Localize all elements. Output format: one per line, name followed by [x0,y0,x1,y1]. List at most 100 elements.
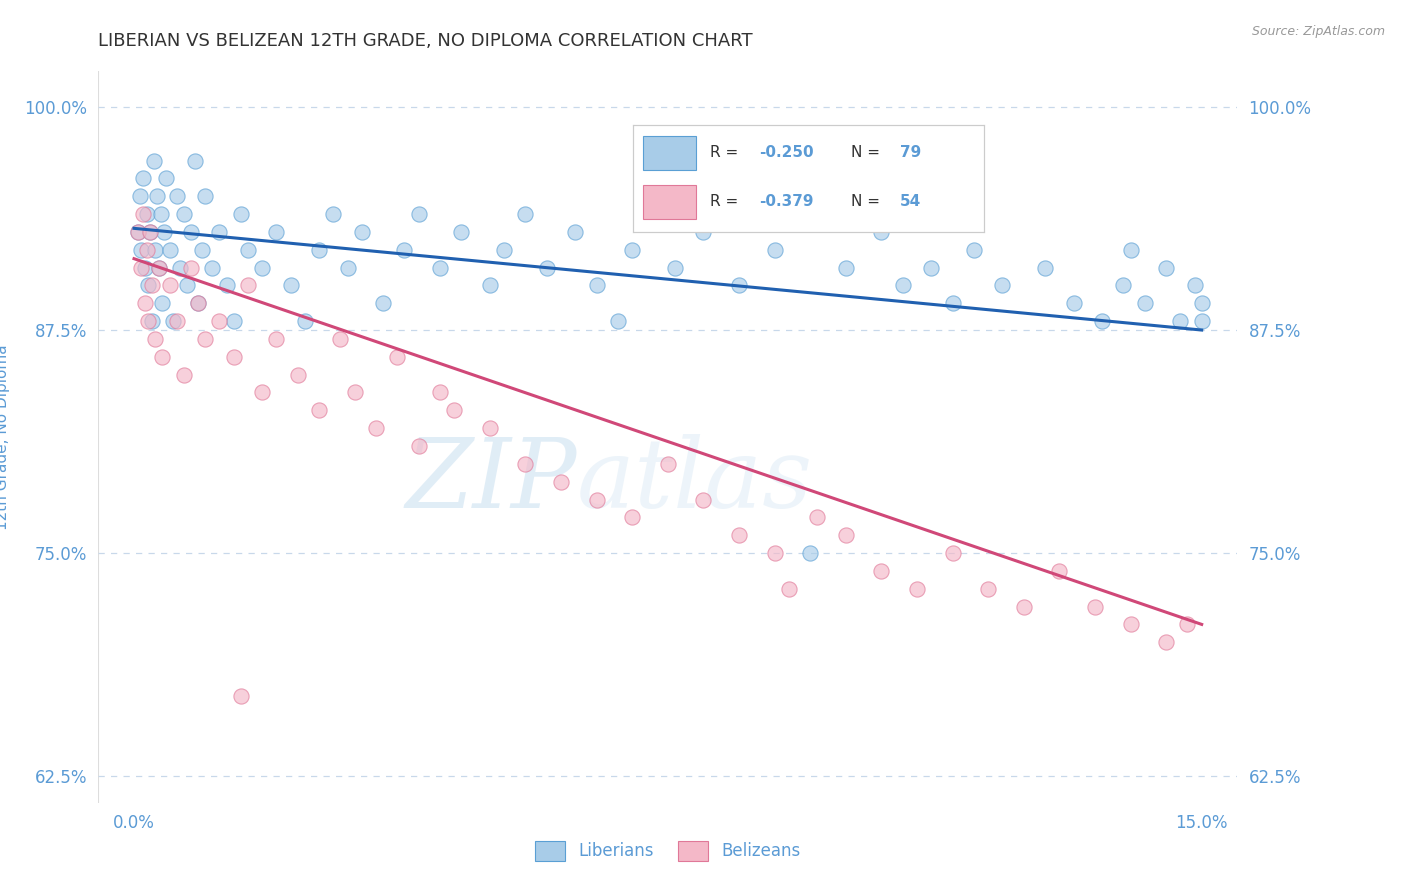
Point [621,510,644,524]
Point [169,260,191,275]
Point [173,207,195,221]
Legend: Liberians, Belizeans: Liberians, Belizeans [529,834,807,868]
Text: -0.250: -0.250 [759,145,814,161]
Point [942,546,965,560]
Point [1084,599,1107,614]
Point [1012,599,1035,614]
Point [657,457,679,471]
Point [1191,296,1213,310]
Point [977,582,1000,596]
Point [146,189,169,203]
Point [180,225,202,239]
Point [135,207,157,221]
Point [920,260,942,275]
Point [763,546,786,560]
Point [478,278,501,293]
Point [194,332,217,346]
Point [322,207,344,221]
Point [222,350,245,364]
Point [371,296,394,310]
Point [148,260,170,275]
Point [229,689,252,703]
Point [408,207,430,221]
Text: N =: N = [851,145,884,161]
Point [621,243,644,257]
Point [148,260,170,275]
Point [1063,296,1085,310]
FancyBboxPatch shape [644,185,696,219]
Point [336,260,359,275]
Point [308,243,330,257]
Point [236,278,259,293]
Point [443,403,465,417]
Point [166,189,188,203]
FancyBboxPatch shape [644,136,696,169]
Point [692,225,714,239]
Point [180,260,202,275]
Point [1133,296,1156,310]
Point [215,278,238,293]
Point [136,278,159,293]
Point [155,171,177,186]
Point [870,225,893,239]
Point [150,207,173,221]
Point [1177,617,1199,632]
Point [643,207,665,221]
Text: 79: 79 [900,145,921,161]
Point [159,243,181,257]
Point [187,296,209,310]
Point [1191,314,1213,328]
Point [1154,260,1177,275]
Text: R =: R = [710,194,744,210]
Point [478,421,501,435]
Point [870,564,893,578]
Point [145,243,167,257]
Point [176,278,198,293]
Text: Source: ZipAtlas.com: Source: ZipAtlas.com [1251,25,1385,38]
Point [806,510,828,524]
Point [142,153,165,168]
Point [201,260,224,275]
Point [763,243,786,257]
Point [1091,314,1114,328]
Point [128,189,150,203]
Point [308,403,330,417]
Point [429,260,451,275]
Point [152,296,174,310]
Point [250,260,273,275]
Point [208,314,231,328]
Point [250,385,273,400]
Point [294,314,316,328]
Point [194,189,217,203]
Text: N =: N = [851,194,884,210]
Point [905,582,928,596]
Point [564,225,586,239]
Point [266,225,288,239]
Point [187,296,209,310]
Text: ZIP: ZIP [405,434,576,528]
Point [266,332,288,346]
Point [364,421,387,435]
Point [387,350,409,364]
Point [963,243,986,257]
Point [141,314,163,328]
Point [799,546,821,560]
Point [127,225,149,239]
Point [134,260,156,275]
Point [536,260,558,275]
Point [153,225,176,239]
Point [728,528,751,542]
Point [159,278,181,293]
Point [891,278,914,293]
Point [1154,635,1177,649]
Point [287,368,309,382]
Point [152,350,174,364]
Text: 54: 54 [900,194,921,210]
Point [429,385,451,400]
Point [343,385,366,400]
Point [991,278,1014,293]
Point [1047,564,1070,578]
Point [1119,243,1142,257]
Point [585,492,607,507]
Point [778,582,800,596]
